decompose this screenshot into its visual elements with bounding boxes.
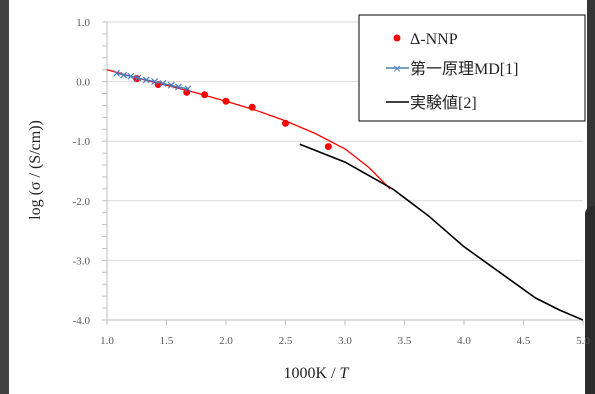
series-line xyxy=(299,143,584,321)
y-tick-label: -2.0 xyxy=(73,196,91,208)
data-point-md xyxy=(134,74,142,82)
window-frame-left xyxy=(0,0,9,394)
y-tick-label: -3.0 xyxy=(73,255,91,267)
series-line xyxy=(106,69,391,190)
legend-marker-md: × xyxy=(392,62,401,75)
y-tick-label: -4.0 xyxy=(73,315,91,327)
legend: Δ-NNP × 第一原理MD[1] 実験値[2] xyxy=(358,14,586,122)
x-tick-label: 2.0 xyxy=(219,335,233,347)
x-tick-label: 1.5 xyxy=(160,335,174,347)
x-tick-label: 2.5 xyxy=(279,335,293,347)
data-point-md xyxy=(127,72,135,80)
legend-label-md: 第一原理MD[1] xyxy=(410,60,518,78)
x-tick-label: 3.0 xyxy=(338,335,352,347)
data-point-md xyxy=(113,69,120,77)
x-tick-label: 3.5 xyxy=(398,335,412,347)
window-frame-right xyxy=(587,0,595,394)
x-tick-label: 4.0 xyxy=(457,335,471,347)
data-point-md xyxy=(151,78,159,86)
legend-label-exp: 実験値[2] xyxy=(410,94,477,112)
series xyxy=(106,69,584,321)
y-tick-label: 1.0 xyxy=(76,17,90,29)
series-line xyxy=(116,72,189,90)
x-axis-title-variable: T xyxy=(340,365,350,382)
window-corner xyxy=(585,206,595,394)
axes xyxy=(102,21,584,325)
data-point-md xyxy=(142,76,150,84)
legend-marker-nnp xyxy=(393,34,401,42)
x-axis-title: 1000K / T xyxy=(284,365,350,382)
data-point-md xyxy=(120,71,128,79)
x-tick-label: 4.5 xyxy=(517,335,531,347)
data-point-md xyxy=(159,79,167,87)
tick-labels: 1.0 0.0 -1.0 -2.0 -3.0 -4.0 1.0 1.5 2.0 2.5 3.0 3.5… xyxy=(73,17,591,347)
x-tick-label: 1.0 xyxy=(100,335,114,347)
data-point-nnp xyxy=(324,143,332,151)
x-tick-label: 5.0 xyxy=(576,335,590,347)
y-tick-label: 0.0 xyxy=(76,77,90,89)
y-axis-title: log (σ / (S/cm)) xyxy=(27,120,44,220)
legend-label-nnp: Δ-NNP xyxy=(410,31,458,48)
data-point-md xyxy=(174,83,182,91)
data-point-md xyxy=(184,85,192,93)
y-tick-label: -1.0 xyxy=(73,136,91,148)
data-point-md xyxy=(167,81,175,89)
